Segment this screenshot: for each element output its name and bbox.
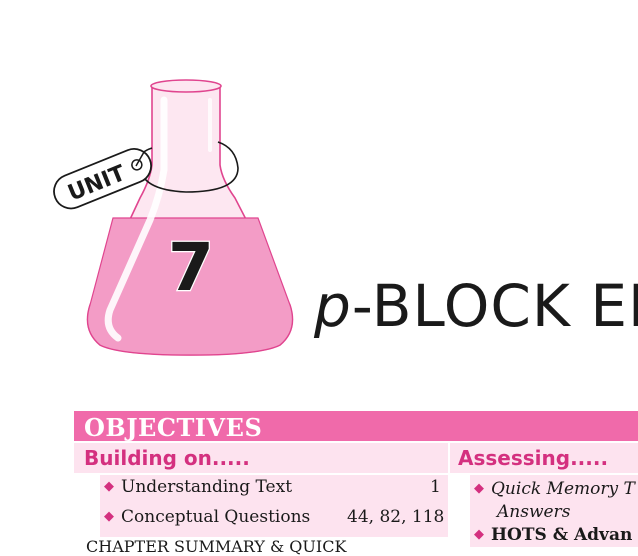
assessing-title: Assessing..... [458,446,609,470]
list-item-continuation: Answers [497,502,571,522]
list-item-pages: 1 [430,477,441,497]
list-item: ◆ Conceptual Questions [104,507,310,527]
list-item-label: HOTS & Advan [491,525,633,545]
assessing-list-panel [470,475,638,547]
list-item-label: Conceptual Questions [121,507,311,527]
chapter-title-rest: -BLOCK EL [351,272,638,340]
diamond-bullet-icon: ◆ [104,479,114,494]
list-item: ◆ Quick Memory T [474,479,635,499]
building-on-title-panel [74,443,448,473]
chapter-title: p-BLOCK EL [314,272,638,340]
building-on-list-panel [100,475,448,537]
chapter-title-prefix: p [314,272,352,340]
flask-illustration: UNIT 7 [53,79,294,356]
list-item-pages: 44, 82, 118 [347,507,445,527]
assessing-title-panel [450,443,638,473]
diamond-bullet-icon: ◆ [474,527,484,542]
list-item-label: Quick Memory T [491,479,635,499]
building-on-title: Building on..... [84,446,250,470]
objectives-header-bar: OBJECTIVES [74,411,638,442]
diamond-bullet-icon: ◆ [474,481,484,496]
diamond-bullet-icon: ◆ [104,509,114,524]
list-item-label: Understanding Text [121,477,293,497]
unit-number: 7 [168,229,214,306]
list-item: ◆ Understanding Text [104,477,292,497]
objectives-header: OBJECTIVES [84,413,263,442]
list-item: ◆ HOTS & Advan [474,525,632,545]
